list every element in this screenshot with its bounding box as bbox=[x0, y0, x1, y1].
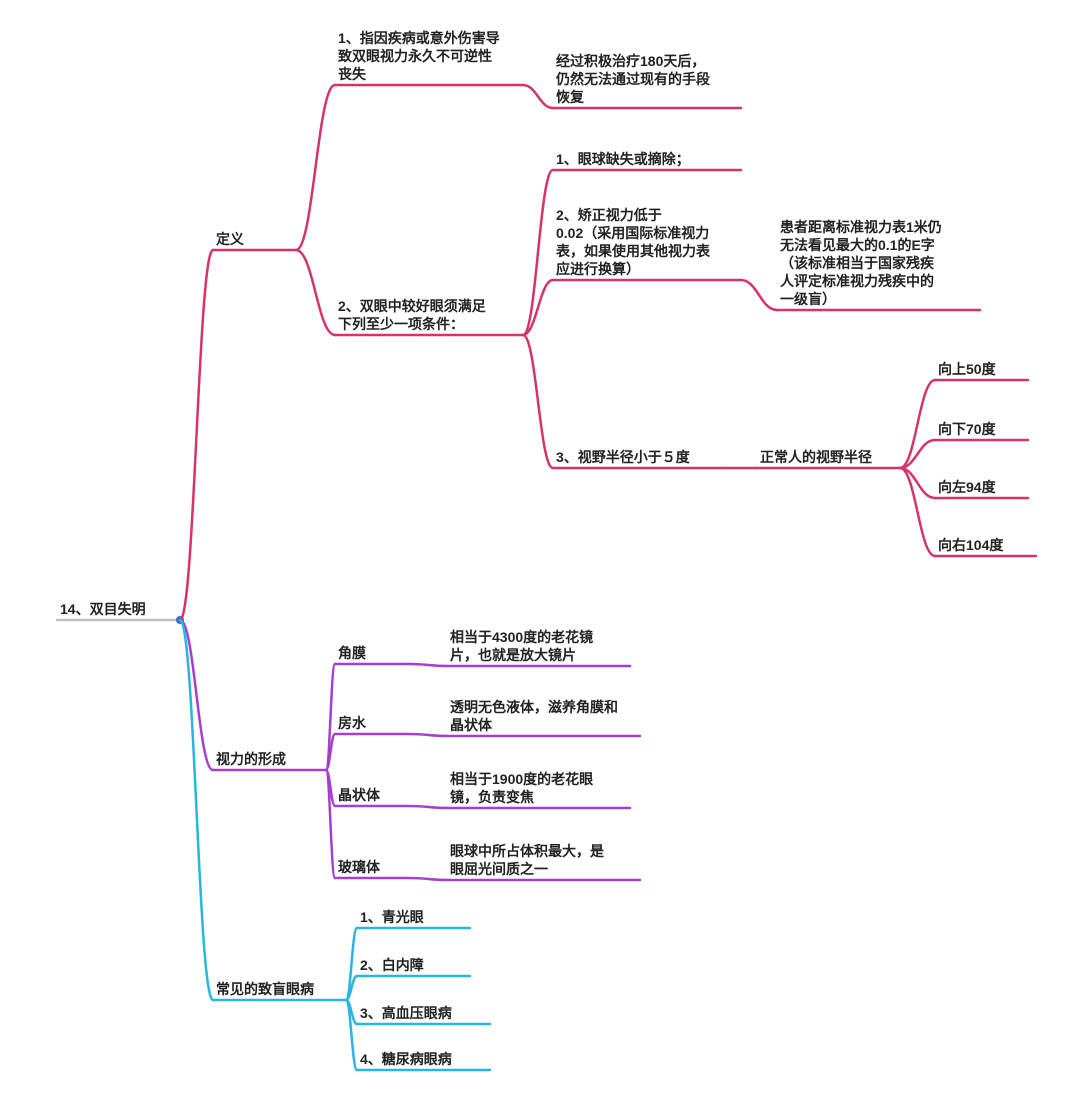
node-lens: 晶状体 bbox=[338, 787, 381, 803]
node-vf_down: 向下70度 bbox=[938, 421, 997, 437]
node-lens_d: 相当于1900度的老花眼镜，负责变焦 bbox=[450, 771, 593, 805]
node-vf_up: 向上50度 bbox=[938, 361, 997, 377]
node-def1: 1、指因疾病或意外伤害导致双眼视力永久不可逆性丧失 bbox=[338, 30, 500, 82]
node-vf_left: 向左94度 bbox=[938, 479, 997, 495]
node-cornea: 角膜 bbox=[338, 645, 366, 661]
node-def2b: 2、矫正视力低于0.02（采用国际标准视力表，如果使用其他视力表应进行换算） bbox=[555, 207, 711, 277]
edge-def-def2 bbox=[296, 250, 335, 335]
edge-def2b-def2b1 bbox=[741, 280, 777, 310]
node-def2c1: 正常人的视野半径 bbox=[760, 449, 872, 465]
node-def2b1: 患者距离标准视力表1米仍无法看见最大的0.1的E字（该标准相当于国家残疾人评定标… bbox=[779, 219, 942, 307]
edge-root-def bbox=[180, 250, 213, 620]
mindmap-tree: 14、双目失明 定义 1、指因疾病或意外伤害导致双眼视力永久不可逆性丧失 经过积极治疗… bbox=[0, 0, 1080, 1097]
node-def2c: 3、视野半径小于５度 bbox=[556, 449, 691, 465]
node-d4: 4、糖尿病眼病 bbox=[360, 1051, 452, 1067]
node-aqueous_d: 透明无色液体，滋养角膜和晶状体 bbox=[450, 699, 618, 733]
edge-def1-def1a bbox=[523, 85, 553, 108]
node-diseases: 常见的致盲眼病 bbox=[216, 981, 314, 997]
node-vf_right: 向右104度 bbox=[938, 537, 1004, 553]
node-def1a: 经过积极治疗180天后，仍然无法通过现有的手段恢复 bbox=[555, 53, 710, 105]
edge-root-diseases bbox=[180, 620, 213, 1000]
edge-lens-lens_d bbox=[410, 806, 447, 808]
node-def2a: 1、眼球缺失或摘除； bbox=[556, 151, 690, 168]
node-aqueous: 房水 bbox=[338, 715, 367, 731]
edge-def-def1 bbox=[296, 85, 335, 250]
edge-def2-def2c bbox=[523, 335, 553, 468]
node-d2: 2、白内障 bbox=[360, 957, 424, 973]
node-vitreous: 玻璃体 bbox=[338, 859, 381, 875]
edge-vitreous-vitreous_d bbox=[410, 878, 447, 880]
edge-cornea-cornea_d bbox=[410, 664, 447, 666]
edge-aqueous-aqueous_d bbox=[410, 734, 447, 736]
node-def: 定义 bbox=[216, 231, 244, 247]
node-vision: 视力的形成 bbox=[216, 751, 286, 767]
node-cornea_d: 相当于4300度的老花镜片，也就是放大镜片 bbox=[450, 629, 593, 663]
node-def2: 2、双眼中较好眼须满足下列至少一项条件： bbox=[338, 298, 487, 332]
node-d1: 1、青光眼 bbox=[360, 909, 424, 925]
node-root: 14、双目失明 bbox=[60, 601, 146, 617]
node-vitreous_d: 眼球中所占体积最大，是眼屈光间质之一 bbox=[450, 843, 605, 877]
node-d3: 3、高血压眼病 bbox=[360, 1005, 452, 1021]
